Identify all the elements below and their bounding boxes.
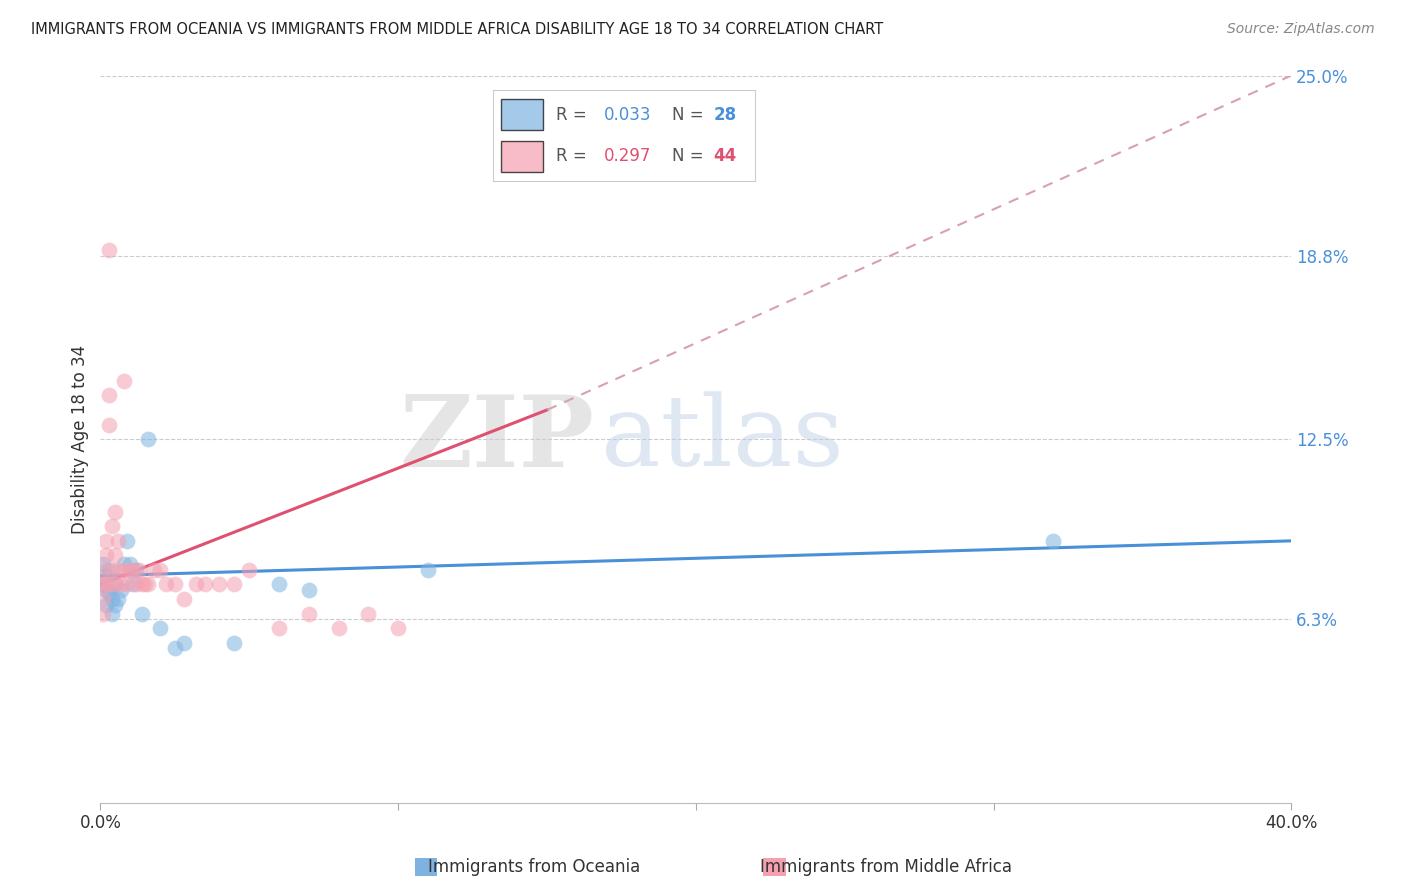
Point	[120, 557, 142, 571]
Point	[96, 583, 118, 598]
Point	[122, 563, 145, 577]
Point	[107, 592, 129, 607]
Text: Immigrants from Oceania: Immigrants from Oceania	[429, 858, 640, 876]
Point	[110, 577, 132, 591]
Point	[112, 557, 135, 571]
Point	[115, 577, 138, 591]
Point	[267, 621, 290, 635]
Point	[104, 549, 127, 563]
Point	[387, 621, 409, 635]
Point	[328, 621, 350, 635]
Text: Immigrants from Middle Africa: Immigrants from Middle Africa	[759, 858, 1012, 876]
Point	[125, 577, 148, 591]
Point	[163, 577, 186, 591]
Point	[115, 533, 138, 548]
Text: Source: ZipAtlas.com: Source: ZipAtlas.com	[1227, 22, 1375, 37]
Y-axis label: Disability Age 18 to 34: Disability Age 18 to 34	[72, 344, 89, 533]
Point	[91, 592, 114, 607]
Point	[149, 563, 172, 577]
Point	[120, 563, 142, 577]
Point	[224, 635, 246, 649]
Point	[208, 577, 231, 591]
Point	[107, 533, 129, 548]
Point	[142, 563, 165, 577]
Point	[298, 583, 321, 598]
Point	[112, 563, 135, 577]
Point	[112, 374, 135, 388]
Point	[1042, 533, 1064, 548]
Point	[98, 243, 121, 257]
Point	[98, 563, 121, 577]
Point	[122, 577, 145, 591]
Point	[155, 577, 177, 591]
Point	[96, 549, 118, 563]
Point	[128, 563, 150, 577]
Point	[173, 592, 195, 607]
Point	[104, 598, 127, 612]
Point	[184, 577, 207, 591]
Point	[91, 557, 114, 571]
Point	[357, 607, 380, 621]
Point	[163, 641, 186, 656]
Point	[134, 577, 156, 591]
Point	[224, 577, 246, 591]
Point	[104, 577, 127, 591]
Point	[110, 583, 132, 598]
Point	[101, 519, 124, 533]
Point	[107, 563, 129, 577]
Point	[101, 607, 124, 621]
Point	[101, 592, 124, 607]
Point	[131, 577, 153, 591]
Point	[267, 577, 290, 591]
Point	[125, 563, 148, 577]
Point	[98, 388, 121, 402]
Point	[91, 577, 114, 591]
Point	[416, 563, 439, 577]
Point	[96, 598, 118, 612]
Point	[98, 586, 121, 600]
Point	[96, 577, 118, 591]
Point	[91, 607, 114, 621]
Point	[96, 568, 118, 582]
Point	[91, 577, 114, 591]
Point	[98, 577, 121, 591]
Point	[298, 607, 321, 621]
Point	[193, 577, 215, 591]
Point	[238, 563, 260, 577]
Point	[104, 577, 127, 591]
Text: IMMIGRANTS FROM OCEANIA VS IMMIGRANTS FROM MIDDLE AFRICA DISABILITY AGE 18 TO 34: IMMIGRANTS FROM OCEANIA VS IMMIGRANTS FR…	[31, 22, 883, 37]
Point	[98, 417, 121, 432]
Point	[136, 577, 159, 591]
Point	[104, 505, 127, 519]
Text: ZIP: ZIP	[399, 391, 595, 488]
Point	[173, 635, 195, 649]
Point	[149, 621, 172, 635]
Point	[91, 563, 114, 577]
Point	[96, 533, 118, 548]
Point	[101, 563, 124, 577]
Point	[131, 607, 153, 621]
Point	[136, 432, 159, 446]
Text: atlas: atlas	[600, 392, 844, 487]
